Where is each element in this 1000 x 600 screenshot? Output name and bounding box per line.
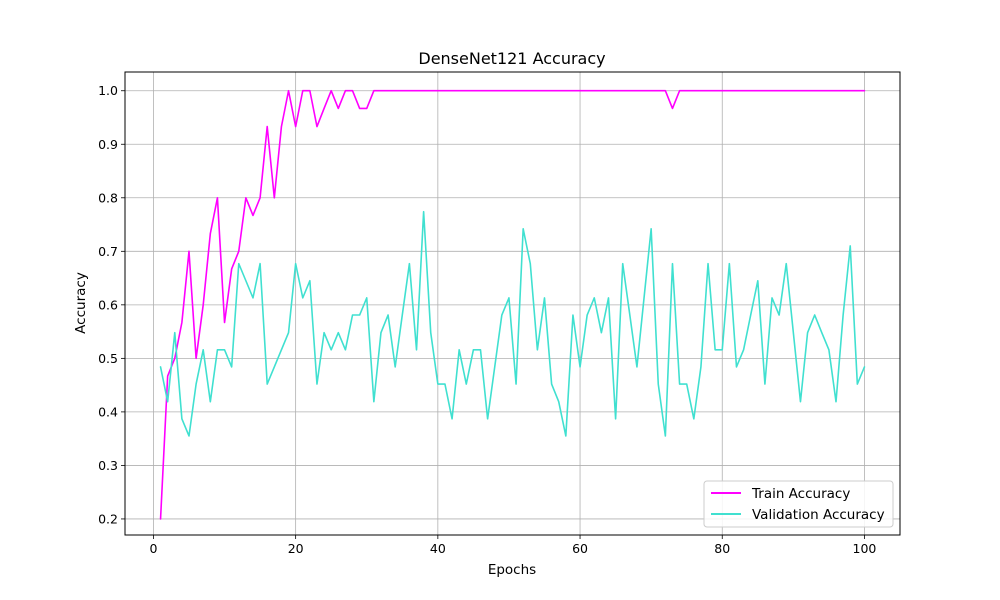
y-axis-label: Accuracy — [73, 272, 89, 334]
y-tick-label: 0.9 — [98, 137, 118, 152]
x-axis-label: Epochs — [488, 562, 536, 578]
legend-label-train: Train Accuracy — [751, 486, 850, 502]
plot-frame — [124, 71, 901, 536]
legend: Train Accuracy Validation Accuracy — [703, 480, 894, 528]
y-tick-label: 0.4 — [98, 404, 118, 419]
y-tick-label: 0.8 — [98, 190, 118, 205]
legend-box — [703, 480, 894, 528]
x-tick-label: 60 — [572, 541, 588, 556]
x-tick-label: 0 — [149, 541, 157, 556]
grid — [125, 72, 900, 535]
y-tick-label: 0.5 — [98, 351, 118, 366]
y-tick-label: 0.6 — [98, 297, 118, 312]
series-lines — [159, 89, 866, 520]
y-tick-label: 1.0 — [98, 83, 118, 98]
chart-title: DenseNet121 Accuracy — [418, 49, 605, 68]
x-tick-label: 80 — [714, 541, 730, 556]
y-tick-label: 0.7 — [98, 244, 118, 259]
y-axis-ticks: 0.2 0.3 0.4 0.5 0.6 0.7 0.8 0.9 1.0 — [98, 83, 125, 526]
x-tick-label: 100 — [853, 541, 877, 556]
train-accuracy-line — [159, 89, 866, 520]
y-tick-label: 0.2 — [98, 511, 118, 526]
y-tick-label: 0.3 — [98, 458, 118, 473]
legend-label-validation: Validation Accuracy — [752, 507, 885, 523]
x-tick-label: 40 — [430, 541, 446, 556]
x-tick-label: 20 — [288, 541, 304, 556]
x-axis-ticks: 0 20 40 60 80 100 — [149, 535, 876, 556]
validation-accuracy-line — [159, 210, 866, 437]
